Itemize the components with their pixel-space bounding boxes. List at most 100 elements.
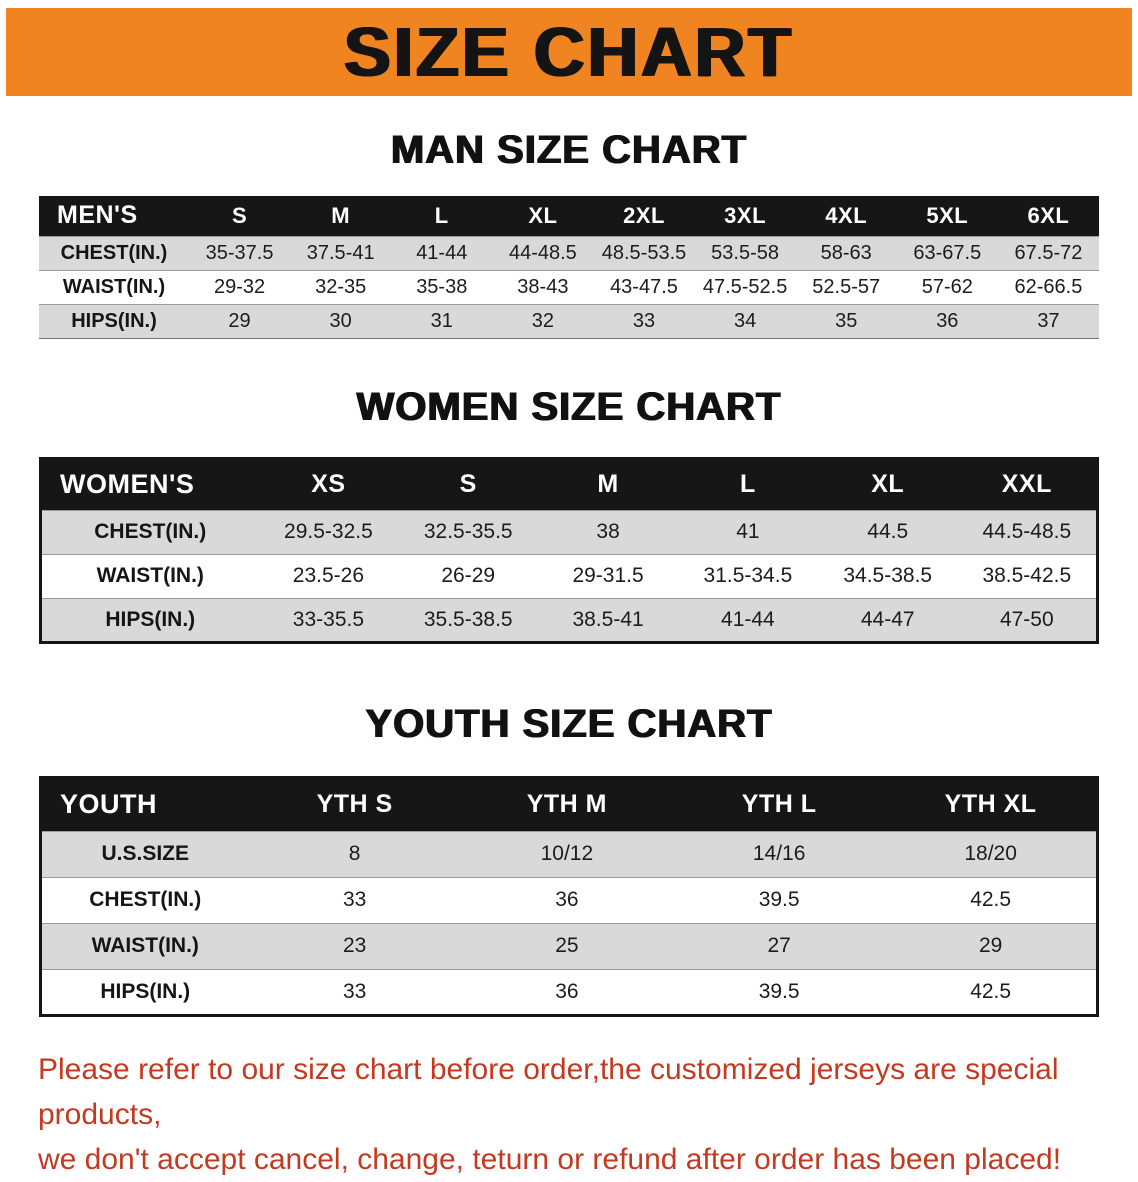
size-value: 23: [248, 922, 461, 969]
size-value: 43-47.5: [593, 269, 695, 304]
size-value: 39.5: [673, 968, 886, 1015]
youth-table-row: U.S.SIZE 8 10/12 14/16 18/20: [40, 830, 1098, 877]
men-table-row: HIPS(IN.) 29 30 31 32 33 34 35 36 37: [39, 303, 1099, 338]
size-value: 37: [997, 303, 1099, 338]
men-size-table: MEN'S S M L XL 2XL 3XL 4XL 5XL 6XL CHEST(IN.) 35-37…: [39, 196, 1099, 339]
section-youth: YOUTH SIZE CHART YOUTH YTH S YTH M YTH L YTH…: [0, 700, 1138, 1017]
size-value: 39.5: [673, 876, 886, 923]
measure-label: HIPS(IN.): [39, 303, 189, 338]
size-value: 25: [460, 922, 673, 969]
size-value: 42.5: [885, 876, 1098, 923]
footer-note-line-1: Please refer to our size chart before or…: [38, 1052, 1059, 1131]
size-value: 67.5-72: [997, 235, 1099, 270]
men-size-column-header: 4XL: [795, 196, 897, 236]
women-size-table: WOMEN'S XS S M L XL XXL CHEST(IN.) 29.5-32.5 32.5…: [39, 456, 1099, 644]
men-table-row: CHEST(IN.) 35-37.5 37.5-41 41-44 44-48.5 48.5…: [39, 235, 1099, 270]
youth-group-label: YOUTH: [40, 777, 249, 831]
size-value: 34: [694, 303, 796, 338]
size-value: 32: [492, 303, 594, 338]
size-value: 29.5-32.5: [258, 509, 399, 554]
measure-label: CHEST(IN.): [39, 235, 189, 270]
youth-table-row: CHEST(IN.) 33 36 39.5 42.5: [40, 876, 1098, 923]
youth-size-column-header: YTH M: [460, 777, 673, 831]
section-title-women: WOMEN SIZE CHART: [356, 384, 782, 429]
men-size-column-header: 5XL: [896, 196, 998, 236]
men-size-column-header: M: [290, 196, 392, 236]
women-group-label: WOMEN'S: [40, 458, 259, 510]
youth-table-row: HIPS(IN.) 33 36 39.5 42.5: [40, 968, 1098, 1015]
size-value: 41-44: [677, 597, 818, 642]
size-value: 32-35: [290, 269, 392, 304]
size-value: 8: [248, 830, 461, 877]
size-value: 44.5-48.5: [957, 509, 1098, 554]
women-size-column-header: XXL: [957, 458, 1098, 510]
footer-note: Please refer to our size chart before or…: [0, 1047, 1138, 1182]
measure-label: WAIST(IN.): [40, 553, 259, 598]
size-value: 38.5-42.5: [957, 553, 1098, 598]
youth-size-column-header: YTH XL: [885, 777, 1098, 831]
size-value: 44-47: [817, 597, 958, 642]
men-group-label: MEN'S: [39, 196, 189, 236]
youth-header-row: YOUTH YTH S YTH M YTH L YTH XL: [40, 777, 1098, 831]
section-title-men: MAN SIZE CHART: [390, 128, 748, 172]
size-value: 26-29: [398, 553, 539, 598]
size-value: 41-44: [391, 235, 493, 270]
youth-size-column-header: YTH L: [673, 777, 886, 831]
size-chart-banner: SIZE CHART: [6, 8, 1132, 96]
size-value: 44.5: [817, 509, 958, 554]
size-value: 47.5-52.5: [694, 269, 796, 304]
women-size-column-header: M: [538, 458, 678, 510]
size-value: 33-35.5: [258, 597, 399, 642]
women-table-row: WAIST(IN.) 23.5-26 26-29 29-31.5 31.5-34.5 34…: [40, 553, 1098, 598]
measure-label: HIPS(IN.): [40, 597, 259, 642]
men-size-column-header: 6XL: [997, 196, 1099, 236]
men-size-column-header: L: [391, 196, 493, 236]
size-value: 27: [673, 922, 886, 969]
men-table-row: WAIST(IN.) 29-32 32-35 35-38 38-43 43-47.5 47.…: [39, 269, 1099, 304]
size-value: 30: [290, 303, 392, 338]
men-size-column-header: 2XL: [593, 196, 695, 236]
size-value: 44-48.5: [492, 235, 594, 270]
size-value: 36: [896, 303, 998, 338]
youth-size-column-header: YTH S: [248, 777, 461, 831]
size-value: 29: [189, 303, 291, 338]
size-value: 35-37.5: [189, 235, 291, 270]
men-size-column-header: S: [189, 196, 291, 236]
section-title-youth: YOUTH SIZE CHART: [365, 701, 773, 746]
size-value: 41: [677, 509, 818, 554]
size-value: 36: [460, 968, 673, 1015]
measure-label: CHEST(IN.): [40, 876, 249, 923]
youth-table-row: WAIST(IN.) 23 25 27 29: [40, 922, 1098, 969]
size-value: 31: [391, 303, 493, 338]
footer-note-line-2: we don't accept cancel, change, teturn o…: [38, 1142, 1062, 1176]
size-value: 58-63: [795, 235, 897, 270]
size-value: 63-67.5: [896, 235, 998, 270]
size-value: 62-66.5: [997, 269, 1099, 304]
women-table-row: HIPS(IN.) 33-35.5 35.5-38.5 38.5-41 41-44 44-…: [40, 597, 1098, 642]
size-value: 29-32: [189, 269, 291, 304]
women-size-column-header: XS: [258, 458, 399, 510]
measure-label: U.S.SIZE: [40, 830, 249, 877]
men-size-column-header: 3XL: [694, 196, 796, 236]
size-value: 35-38: [391, 269, 493, 304]
women-size-column-header: S: [398, 458, 539, 510]
size-value: 36: [460, 876, 673, 923]
size-value: 33: [593, 303, 695, 338]
size-value: 29-31.5: [538, 553, 678, 598]
size-value: 32.5-35.5: [398, 509, 539, 554]
size-value: 57-62: [896, 269, 998, 304]
women-table-row: CHEST(IN.) 29.5-32.5 32.5-35.5 38 41 44.5 44.5…: [40, 509, 1098, 554]
size-value: 18/20: [885, 830, 1098, 877]
measure-label: WAIST(IN.): [39, 269, 189, 304]
size-value: 38.5-41: [538, 597, 678, 642]
size-value: 33: [248, 876, 461, 923]
measure-label: WAIST(IN.): [40, 922, 249, 969]
size-value: 14/16: [673, 830, 886, 877]
section-men: MAN SIZE CHART MEN'S S M L XL 2XL 3XL 4XL 5XL 6XL…: [0, 126, 1138, 339]
size-value: 38: [538, 509, 678, 554]
men-header-row: MEN'S S M L XL 2XL 3XL 4XL 5XL 6XL: [39, 196, 1099, 236]
page-title: SIZE CHART: [344, 13, 794, 91]
size-value: 48.5-53.5: [593, 235, 695, 270]
measure-label: CHEST(IN.): [40, 509, 259, 554]
size-value: 47-50: [957, 597, 1098, 642]
